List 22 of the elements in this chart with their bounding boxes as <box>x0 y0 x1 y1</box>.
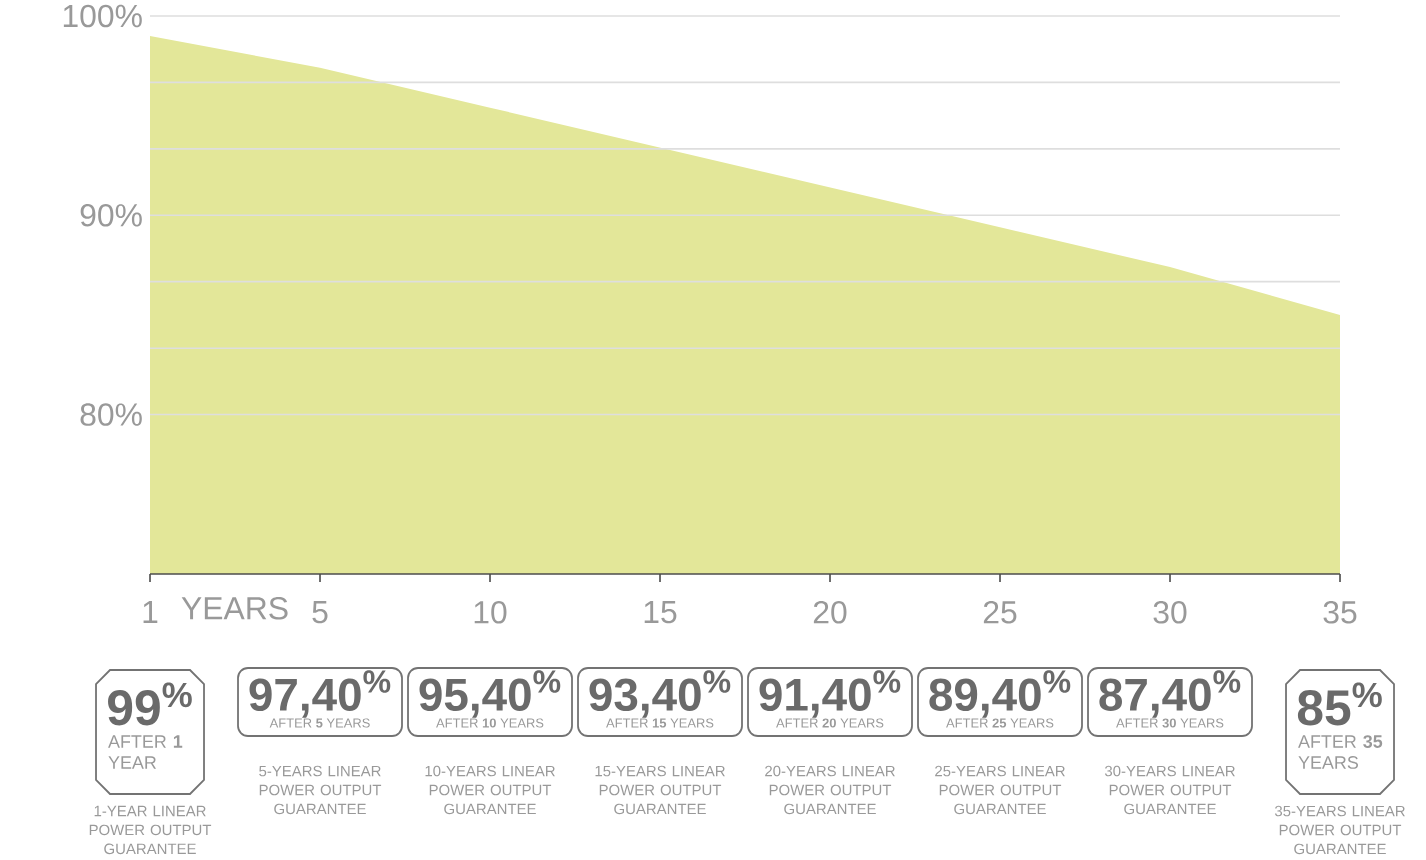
data-label: 99$^{%}$ <box>108 682 192 726</box>
x-tick-label: 30 <box>1153 601 1187 624</box>
data-label: 91,40$^{%}$ <box>759 670 901 718</box>
text: AFTER 35 YEARS <box>1298 735 1383 769</box>
y-tick-label: 80% <box>80 403 142 426</box>
x-tick-label: 20 <box>813 601 847 624</box>
x-tick-label: 15 <box>644 601 677 624</box>
y-tick-label: 100% <box>63 4 142 28</box>
x-tick-label: 5 <box>312 601 328 624</box>
y-tick-label: 90% <box>80 204 142 227</box>
x-tick-label: 10 <box>474 601 507 624</box>
data-label: 95,40$^{%}$ <box>419 670 561 718</box>
x-tick-label: 35 <box>1323 601 1357 624</box>
x-tick-label: 25 <box>983 601 1017 624</box>
x-tick-label: 1 <box>143 601 158 623</box>
data-label: 89,40$^{%}$ <box>929 670 1071 718</box>
data-label: 87,40$^{%}$ <box>1099 670 1241 718</box>
text: AFTER 1 YEAR <box>108 735 183 769</box>
data-label: 93,40$^{%}$ <box>589 670 731 718</box>
data-label: 97,40$^{%}$ <box>249 670 391 718</box>
data-label: 85$^{%}$ <box>1297 682 1382 726</box>
x-axis-title: YEARS <box>181 597 288 620</box>
